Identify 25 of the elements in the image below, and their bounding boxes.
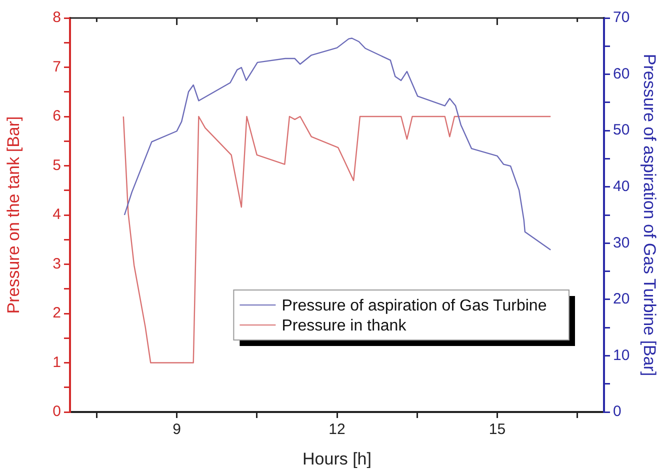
x-axis-title: Hours [h] xyxy=(302,449,372,468)
x-tick-label: 12 xyxy=(328,421,346,438)
y2-tick-label: 30 xyxy=(613,234,630,252)
y-tick-label: 8 xyxy=(52,9,61,26)
y2-axis-title: Pressure of aspiration of Gas Turbine [Bar] xyxy=(640,54,660,376)
y2-tick-label: 20 xyxy=(613,290,630,308)
y2-tick-label: 10 xyxy=(613,346,630,364)
y-tick-label: 1 xyxy=(52,354,61,371)
y-tick-label: 7 xyxy=(52,58,61,76)
y-tick-label: 4 xyxy=(52,206,61,224)
y2-tick-label: 70 xyxy=(613,9,630,26)
y2-tick-label: 60 xyxy=(613,65,630,82)
x-tick-label: 15 xyxy=(488,421,506,438)
y2-tick-label: 50 xyxy=(613,122,630,139)
y-axis-title: Pressure on the tank [Bar] xyxy=(4,116,23,314)
y-tick-label: 5 xyxy=(52,156,61,174)
y2-tick-label: 40 xyxy=(613,178,630,195)
legend-label: Pressure of aspiration of Gas Turbine xyxy=(282,297,547,314)
y-tick-label: 6 xyxy=(52,108,61,125)
y-tick-label: 2 xyxy=(52,304,61,322)
y-tick-label: 0 xyxy=(52,403,61,420)
y-tick-label: 3 xyxy=(52,255,61,272)
legend-label: Pressure in thank xyxy=(282,317,408,334)
y2-tick-label: 0 xyxy=(613,403,622,420)
x-tick-label: 9 xyxy=(172,421,181,438)
